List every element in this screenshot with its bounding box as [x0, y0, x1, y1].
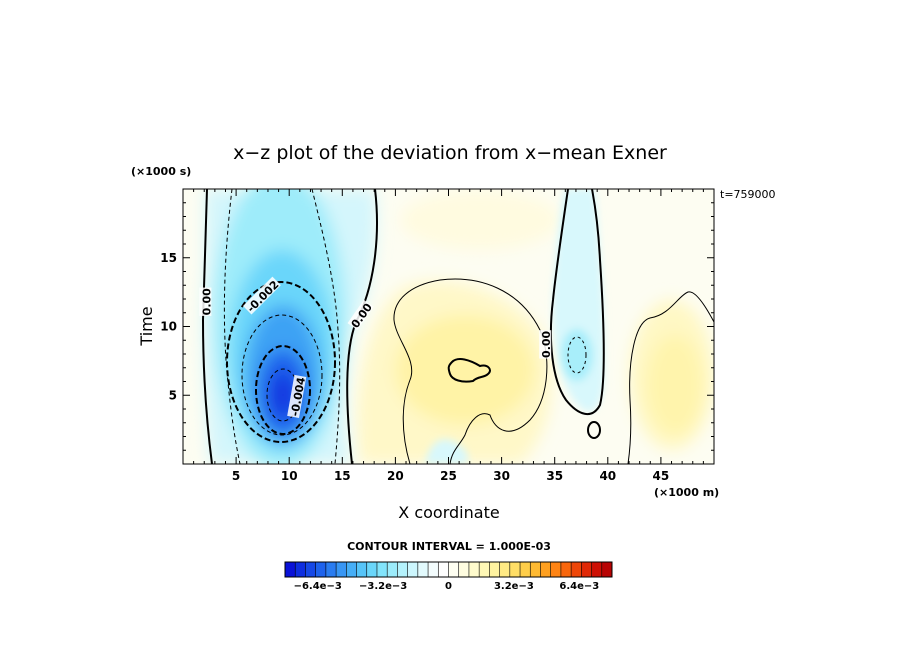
x-axis: 5 10 15 20 25 30 35 40 45: [193, 189, 704, 483]
contour-label: 0.00: [539, 330, 553, 359]
x-tick-label: 35: [546, 469, 563, 483]
contour-label-bg: [347, 299, 374, 330]
contour-neg-004: [255, 345, 311, 435]
colorbar-swatch: [468, 562, 480, 577]
colorbar-tick-label: 3.2e−3: [494, 581, 534, 592]
colorbar-swatch: [601, 562, 613, 577]
colorbar-swatch: [407, 562, 419, 577]
x-axis-label: X coordinate: [398, 503, 499, 522]
contour-field: [183, 189, 714, 464]
contour-neg-003: [241, 314, 323, 436]
x-tick-label: 25: [440, 469, 457, 483]
colorbar-swatch: [387, 562, 398, 577]
contour-label-bg: [287, 374, 307, 418]
x-tick-label: 10: [281, 469, 298, 483]
colorbar-swatch: [520, 562, 531, 577]
colorbar-frame: [284, 561, 613, 578]
y-axis-label: Time: [137, 306, 156, 346]
colorbar-swatch: [417, 562, 429, 577]
contour-label-bg: [199, 287, 212, 316]
x-unit-label: (×1000 m): [654, 486, 719, 499]
colorbar-swatch: [356, 562, 368, 577]
negative-fill: [202, 189, 377, 464]
contour-label-text: 0.00: [540, 330, 553, 357]
colorbar-swatch: [591, 562, 603, 577]
y-tick-label: 5: [169, 388, 177, 402]
contour-zero-small: [587, 421, 601, 439]
y-tick-label: 10: [160, 320, 177, 334]
x-tick-label: 40: [599, 469, 616, 483]
positive-region-top: [400, 190, 560, 250]
contour-pos-001-right: [627, 291, 714, 464]
colorbar-swatch: [397, 562, 408, 577]
colorbar-swatch: [458, 562, 470, 577]
contour-lines: [201, 189, 714, 464]
colorbar-tick-label: −6.4e−3: [294, 581, 342, 592]
positive-core-right: [647, 335, 703, 435]
contour-label-bg: [242, 276, 281, 315]
colorbar-swatch: [295, 562, 306, 577]
positive-fill: [356, 190, 714, 464]
bottom-negative-patch: [425, 439, 469, 464]
contour-label-text: 0.00: [200, 288, 213, 315]
colorbar-swatch: [366, 562, 378, 577]
colorbar-swatch: [315, 562, 327, 577]
colorbar-swatch: [489, 562, 500, 577]
contour-label-bg: [539, 330, 552, 359]
contour-neg-002: [226, 281, 336, 443]
colorbar-swatch: [448, 562, 460, 577]
colorbar-swatch: [499, 562, 511, 577]
colorbar-swatch: [530, 562, 541, 577]
y-tick-label: 15: [160, 251, 177, 265]
contour-neg-001-right: [311, 189, 341, 464]
secondary-negative-fill: [552, 189, 605, 412]
contour-neg-001-secondary: [567, 336, 587, 374]
colorbar-swatch: [285, 562, 296, 577]
colorbar-swatch: [376, 562, 388, 577]
colorbar-tick-label: 0: [445, 581, 452, 592]
contour-pos-002: [447, 358, 491, 383]
colorbar-swatch: [325, 562, 337, 577]
colorbar-swatch: [479, 562, 490, 577]
colorbar-swatch: [509, 562, 521, 577]
colorbar-swatch: [346, 562, 357, 577]
colorbar-ticks: −6.4e−3 −3.2e−3 0 3.2e−3 6.4e−3: [294, 581, 600, 592]
x-tick-label: 20: [387, 469, 404, 483]
contour-label: 0.00: [199, 287, 213, 316]
x-tick-label: 45: [653, 469, 670, 483]
positive-core-center: [395, 315, 535, 425]
y-unit-label: (×1000 s): [131, 165, 191, 178]
colorbar-swatch: [428, 562, 439, 577]
secondary-negative-core: [561, 329, 593, 381]
colorbar-swatch: [560, 562, 572, 577]
y-axis: 5 10 15: [160, 202, 714, 451]
x-tick-label: 30: [493, 469, 510, 483]
time-label: t=759000: [720, 188, 776, 201]
colorbar-swatch: [571, 562, 582, 577]
colorbar-swatch: [336, 562, 347, 577]
contour-pos-001-center: [393, 278, 548, 464]
colorbar-swatch: [305, 562, 316, 577]
x-tick-label: 15: [334, 469, 351, 483]
colorbar-tick-label: −3.2e−3: [359, 581, 407, 592]
contour-interval: CONTOUR INTERVAL = 1.000E-03: [347, 540, 551, 553]
colorbar-swatch: [540, 562, 551, 577]
colorbar-swatch: [550, 562, 562, 577]
colorbar-swatch: [438, 562, 449, 577]
colorbar-swatch: [581, 562, 592, 577]
colorbar-tick-label: 6.4e−3: [559, 581, 599, 592]
colorbar: [284, 561, 613, 578]
chart-title: x−z plot of the deviation from x−mean Ex…: [233, 142, 667, 164]
x-tick-label: 5: [232, 469, 240, 483]
contour-zero-left: [201, 189, 213, 464]
contour-zero-right: [549, 189, 605, 415]
contour-neg-001-left: [223, 189, 241, 464]
